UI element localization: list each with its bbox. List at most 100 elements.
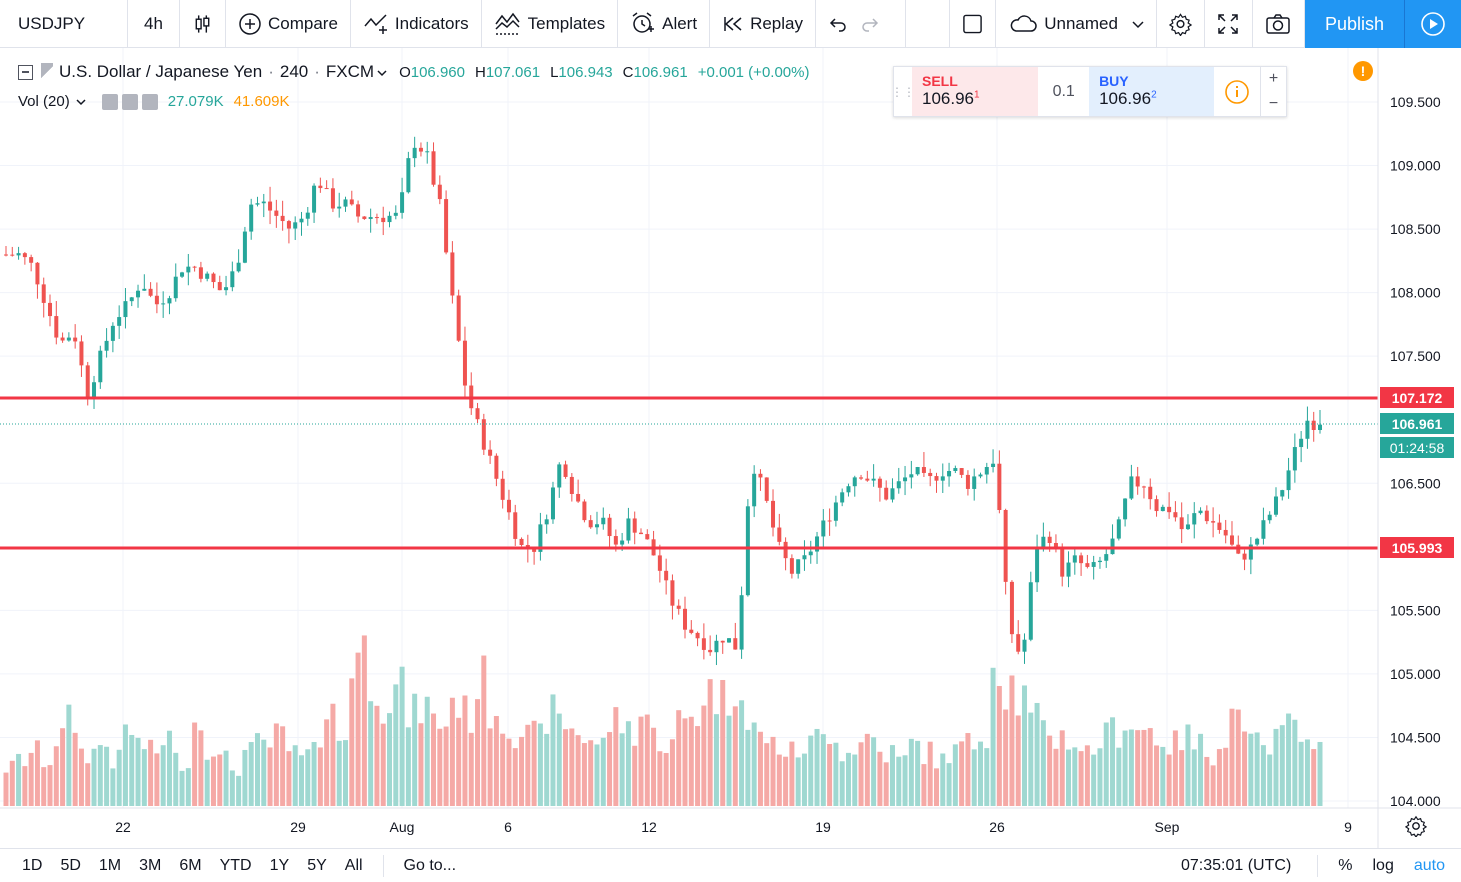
close-icon[interactable] <box>141 93 158 110</box>
price-tick: 109.500 <box>1390 94 1441 110</box>
plus-icon[interactable]: + <box>1268 70 1279 88</box>
volume-bar <box>814 728 820 806</box>
info-button[interactable] <box>1214 67 1260 116</box>
candle-body <box>16 253 21 256</box>
replay-button[interactable]: Replay <box>710 0 816 48</box>
volume-bar <box>242 749 248 806</box>
range-button-1d[interactable]: 1D <box>22 856 43 874</box>
percent-toggle[interactable]: % <box>1338 856 1353 874</box>
volume-bar <box>368 701 374 806</box>
redo-button[interactable] <box>854 0 906 48</box>
candle-body <box>752 473 757 507</box>
layout-menu-button[interactable]: Unnamed <box>996 0 1157 48</box>
symbol-search-button[interactable]: USDJPY <box>0 0 128 48</box>
candle-body <box>154 295 159 305</box>
drag-handle-icon[interactable]: ⋮⋮ <box>891 84 915 99</box>
candle-body <box>1280 490 1285 497</box>
symbol-name: U.S. Dollar / Japanese Yen <box>59 62 263 81</box>
log-toggle[interactable]: log <box>1372 856 1394 874</box>
volume-bar <box>600 737 606 806</box>
quantity-stepper[interactable]: + − <box>1260 67 1286 116</box>
time-tick: Aug <box>390 819 415 835</box>
price-chart[interactable]: 109.500 109.000 108.500 108.000 107.500 106.5… <box>0 0 1461 848</box>
volume-bar <box>500 733 506 806</box>
volume-bar <box>185 768 191 806</box>
gear-icon[interactable] <box>121 93 138 110</box>
range-button-ytd[interactable]: YTD <box>219 856 252 874</box>
volume-bar <box>933 768 939 806</box>
interval-label: 4h <box>144 14 163 33</box>
alert-button[interactable]: Alert <box>618 0 711 48</box>
volume-bar <box>273 723 279 806</box>
candle-body <box>1211 521 1216 523</box>
publish-button[interactable]: Publish <box>1304 0 1405 48</box>
volume-bar <box>858 742 864 806</box>
volume-bar <box>449 697 455 806</box>
candle-body <box>1148 486 1153 500</box>
volume-bar <box>343 740 349 806</box>
candle-body <box>582 501 587 521</box>
volume-bar <box>154 753 160 806</box>
candle-body <box>500 478 505 500</box>
chevron-down-icon[interactable] <box>377 62 387 82</box>
fullscreen-toggle-button[interactable] <box>950 0 997 48</box>
clock-display[interactable]: 07:35:01 (UTC) <box>1181 856 1292 874</box>
candle-body <box>280 215 285 222</box>
time-axis[interactable]: 22 29 Aug 6 12 19 26 Sep 9 <box>115 819 1352 835</box>
volume-bar <box>732 706 738 806</box>
range-button-5y[interactable]: 5Y <box>307 856 327 874</box>
chart-style-button[interactable] <box>180 0 226 48</box>
eye-icon[interactable] <box>101 93 118 110</box>
candle-body <box>488 449 493 456</box>
sell-button[interactable]: SELL 106.961 <box>912 67 1039 116</box>
undo-button[interactable] <box>816 0 854 48</box>
volume-bar <box>330 703 336 806</box>
candle-body <box>846 486 851 493</box>
volume-bar <box>1022 685 1028 806</box>
settings-button[interactable] <box>1157 0 1205 48</box>
candle-body <box>959 468 964 475</box>
range-button-6m[interactable]: 6M <box>179 856 202 874</box>
price-axis[interactable]: 109.500 109.000 108.500 108.000 107.500 106.5… <box>1390 94 1441 809</box>
volume-bar <box>324 719 330 806</box>
volume-bar <box>669 739 675 806</box>
warning-icon[interactable]: ! <box>1353 61 1373 81</box>
buy-button[interactable]: BUY 106.962 <box>1089 67 1215 116</box>
volume-bar <box>192 722 198 806</box>
volume-bar <box>223 750 229 806</box>
volume-bar <box>531 720 537 806</box>
gear-icon <box>1404 815 1428 839</box>
range-button-1m[interactable]: 1M <box>98 856 122 874</box>
fullscreen-button[interactable] <box>1205 0 1253 48</box>
collapse-legend-button[interactable] <box>18 64 33 80</box>
candle-body <box>1261 520 1266 539</box>
volume-bar <box>745 729 751 806</box>
axis-settings-button[interactable] <box>1404 815 1428 839</box>
templates-button[interactable]: Templates <box>482 0 619 48</box>
quantity-field[interactable]: 0.1 <box>1038 67 1089 116</box>
candle-body <box>815 536 820 552</box>
candle-body <box>10 254 15 256</box>
auto-toggle[interactable]: auto <box>1413 856 1445 874</box>
candle-body <box>645 534 650 540</box>
range-button-all[interactable]: All <box>344 856 363 874</box>
candle-body <box>242 231 247 263</box>
candle-body <box>833 502 838 521</box>
compare-button[interactable]: Compare <box>226 0 351 48</box>
volume-bar <box>908 738 914 806</box>
minus-icon[interactable]: − <box>1268 94 1279 112</box>
volume-bar <box>952 744 958 806</box>
goto-button[interactable]: Go to... <box>403 856 457 874</box>
chevron-down-icon[interactable] <box>76 93 86 110</box>
volume-bar <box>72 732 78 806</box>
range-button-1y[interactable]: 1Y <box>269 856 290 874</box>
live-stream-button[interactable] <box>1405 0 1461 48</box>
time-tick: 26 <box>989 819 1005 835</box>
indicators-button[interactable]: Indicators <box>351 0 482 48</box>
candle-body <box>1179 517 1184 530</box>
snapshot-button[interactable] <box>1253 0 1305 48</box>
interval-button[interactable]: 4h <box>128 0 180 48</box>
range-button-3m[interactable]: 3M <box>139 856 162 874</box>
buy-price: 106.962 <box>1099 89 1204 109</box>
range-button-5d[interactable]: 5D <box>60 856 81 874</box>
